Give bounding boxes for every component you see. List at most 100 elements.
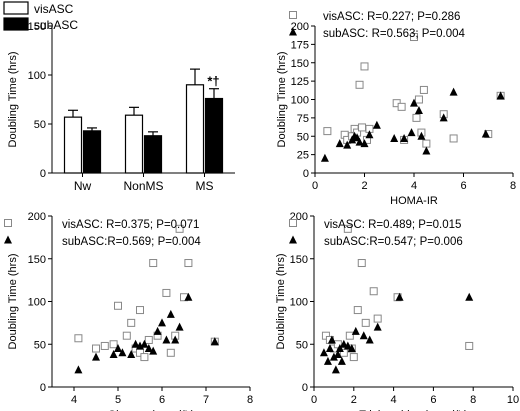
square-marker xyxy=(74,334,83,343)
x-axis-label: Triglycerides (mmol/L) xyxy=(359,409,467,411)
square-marker xyxy=(361,318,370,327)
triangle-marker xyxy=(149,346,158,355)
triangle-marker xyxy=(210,337,219,346)
y-tick-label: 0 xyxy=(40,168,46,180)
triangle-marker xyxy=(325,344,334,353)
stats-label-subASC: subASC:R=0.569; P=0.004 xyxy=(62,236,201,248)
square-marker xyxy=(127,318,136,327)
triangle-marker xyxy=(153,326,162,335)
y-tick-label: 25 xyxy=(297,150,309,162)
x-tick-label: 4 xyxy=(391,394,397,406)
square-marker xyxy=(289,11,297,19)
square-marker xyxy=(114,301,122,310)
square-marker xyxy=(349,353,358,362)
y-tick-label: 100 xyxy=(291,95,309,107)
x-tick-label: 6 xyxy=(430,394,436,406)
triangle-marker xyxy=(465,292,474,301)
square-marker xyxy=(323,127,332,136)
triangle-marker xyxy=(109,350,118,359)
triangle-marker xyxy=(329,352,338,361)
square-marker xyxy=(357,259,366,268)
triangle-marker xyxy=(395,292,404,301)
square-marker xyxy=(419,85,428,94)
triangle-marker xyxy=(166,309,175,318)
y-tick-label: 50 xyxy=(34,119,46,131)
triangle-marker xyxy=(74,365,83,374)
y-tick-label: 150 xyxy=(28,254,46,266)
bar-visASC xyxy=(185,84,205,174)
y-tick-label: 150 xyxy=(290,254,308,266)
stats-label-visASC: visASC: R=0.227; P=0.286 xyxy=(323,11,460,23)
triangle-marker xyxy=(422,146,431,155)
stats-label-visASC: visASC: R=0.375; P=0.071 xyxy=(62,219,199,231)
triangle-marker xyxy=(114,344,122,353)
triangle-marker xyxy=(360,139,369,148)
triangle-marker xyxy=(335,344,344,353)
square-marker xyxy=(175,224,184,233)
triangle-marker xyxy=(351,326,360,335)
square-marker xyxy=(92,344,100,353)
triangle-marker xyxy=(158,318,166,327)
x-tick-label: 2 xyxy=(361,180,367,192)
y-tick-label: 75 xyxy=(297,113,309,125)
square-marker xyxy=(369,287,378,296)
triangle-marker xyxy=(414,106,423,115)
square-marker xyxy=(343,224,352,233)
square-marker xyxy=(339,348,348,357)
square-marker xyxy=(465,341,474,350)
square-marker xyxy=(149,259,158,268)
square-marker xyxy=(184,259,193,268)
legend-label: subASC xyxy=(34,18,78,32)
y-axis-label: Doubling Time (hrs) xyxy=(276,52,288,148)
triangle-marker xyxy=(365,130,374,139)
series-subASC xyxy=(320,87,505,162)
y-tick-label: 50 xyxy=(34,339,46,351)
bar-subASC xyxy=(143,135,163,174)
triangle-marker xyxy=(496,91,505,100)
x-tick-label: 6 xyxy=(460,180,466,192)
triangle-marker xyxy=(327,335,336,344)
series-visASC xyxy=(323,33,505,148)
triangle-marker xyxy=(289,235,297,244)
square-marker xyxy=(100,341,109,350)
triangle-marker xyxy=(171,335,180,344)
triangle-marker xyxy=(365,335,374,344)
y-tick-label: 150 xyxy=(291,58,309,70)
chart-2: 0 50 100 150 200 Doubling Time (hrs) 4 5 6 7 8 Gluc… xyxy=(4,211,253,411)
triangle-marker xyxy=(343,341,352,350)
square-marker xyxy=(412,113,421,122)
square-marker xyxy=(449,134,458,143)
triangle-marker xyxy=(92,352,100,361)
triangle-marker xyxy=(118,348,127,357)
y-tick-label: 0 xyxy=(302,382,308,394)
triangle-marker xyxy=(319,348,328,357)
triangle-marker xyxy=(144,344,153,353)
square-marker xyxy=(358,123,367,132)
y-tick-label: 50 xyxy=(297,131,309,143)
square-marker xyxy=(140,353,149,362)
triangle-marker xyxy=(331,365,340,374)
square-marker xyxy=(122,331,131,340)
x-tick-label: 8 xyxy=(510,180,516,192)
x-tick-label: NonMS xyxy=(123,179,163,193)
triangle-marker xyxy=(323,356,332,365)
square-marker xyxy=(373,314,382,323)
y-axis-label: Doubling Time (hrs) xyxy=(7,254,19,350)
x-tick-label: 0 xyxy=(312,180,318,192)
triangle-marker xyxy=(481,129,490,138)
triangle-marker xyxy=(289,27,297,36)
x-tick-label: 8 xyxy=(247,394,253,406)
triangle-marker xyxy=(417,131,426,140)
triangle-marker xyxy=(400,133,409,142)
bar-subASC xyxy=(204,97,224,174)
series-subASC xyxy=(74,292,219,374)
triangle-marker xyxy=(335,139,344,148)
y-tick-label: 175 xyxy=(291,39,309,51)
legend-label: visASC xyxy=(34,2,74,16)
x-tick-label: 4 xyxy=(411,180,417,192)
square-marker xyxy=(109,340,118,349)
square-marker xyxy=(422,139,431,148)
triangle-marker xyxy=(390,133,399,142)
triangle-marker xyxy=(359,331,368,340)
